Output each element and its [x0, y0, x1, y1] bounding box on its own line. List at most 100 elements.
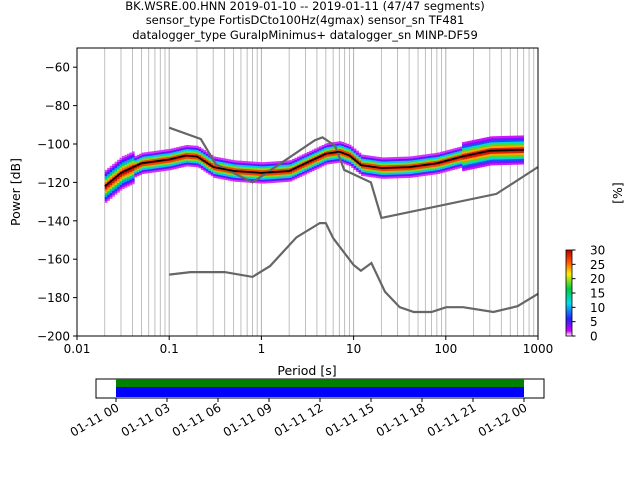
density-cell — [422, 169, 426, 173]
density-cell — [467, 160, 470, 163]
density-cell — [131, 160, 135, 164]
density-cell — [471, 140, 475, 143]
density-cell — [353, 154, 357, 157]
density-cell — [198, 146, 202, 150]
density-cell — [193, 145, 197, 148]
density-cell — [269, 177, 273, 180]
density-cell — [218, 170, 221, 174]
density-cell — [154, 152, 157, 156]
density-cell — [119, 161, 123, 164]
density-cell — [181, 163, 184, 166]
density-cell — [124, 179, 128, 183]
density-cell — [464, 145, 468, 148]
density-cell — [454, 161, 458, 164]
density-cell — [373, 175, 377, 178]
density-cell — [117, 188, 120, 191]
density-cell — [378, 174, 382, 177]
density-cell — [163, 153, 167, 156]
density-cell — [304, 172, 308, 175]
density-cell — [375, 164, 379, 167]
density-cell — [459, 148, 463, 151]
density-cell — [491, 142, 495, 145]
density-cell — [198, 162, 202, 165]
density-cell — [457, 164, 460, 167]
density-cell — [250, 165, 253, 168]
density-cell — [402, 168, 406, 171]
density-cell — [242, 172, 246, 175]
density-cell — [454, 163, 458, 166]
density-cell — [139, 169, 143, 172]
density-cell — [467, 150, 470, 153]
density-cell — [415, 159, 419, 162]
density-cell — [306, 153, 310, 157]
density-cell — [264, 179, 268, 182]
density-cell — [186, 158, 189, 161]
density-cell — [481, 155, 485, 158]
density-cell — [112, 188, 115, 191]
density-cell — [203, 157, 207, 160]
density-cell — [114, 161, 118, 164]
density-cell — [144, 152, 147, 155]
density-cell — [139, 153, 143, 156]
density-cell — [195, 151, 199, 154]
density-cell — [358, 169, 362, 173]
density-cell — [183, 162, 187, 165]
density-cell — [341, 141, 345, 145]
density-cell — [467, 156, 470, 159]
density-cell — [250, 176, 253, 180]
density-cell — [122, 165, 125, 168]
mean-psd-line — [104, 149, 524, 187]
plot-frame — [76, 47, 539, 337]
density-cell — [417, 157, 421, 160]
density-cell — [395, 156, 399, 160]
density-cell — [508, 147, 512, 150]
density-cell — [156, 163, 160, 167]
density-cell — [462, 167, 465, 170]
density-cell — [198, 158, 202, 161]
density-cell — [250, 174, 253, 178]
density-cell — [131, 176, 135, 179]
density-cell — [405, 175, 409, 179]
density-cell — [277, 161, 281, 164]
density-cell — [521, 139, 525, 142]
density-cell — [203, 150, 207, 153]
density-cell — [200, 150, 204, 153]
density-cell — [235, 179, 239, 182]
density-cell — [316, 158, 320, 162]
density-cell — [294, 159, 298, 162]
density-cell — [257, 179, 261, 182]
density-cell — [430, 157, 433, 160]
coverage-bar-top — [116, 379, 524, 387]
density-cell — [205, 167, 209, 170]
density-cell — [494, 153, 497, 156]
density-cell — [402, 164, 406, 167]
density-cell — [385, 157, 389, 160]
density-cell — [506, 145, 510, 148]
density-cell — [126, 155, 130, 158]
density-cell — [131, 151, 135, 154]
density-cell — [126, 178, 130, 181]
density-cell — [410, 158, 414, 161]
density-cell — [499, 136, 502, 139]
density-cell — [163, 149, 167, 152]
density-cell — [513, 143, 517, 146]
density-cell — [425, 154, 428, 157]
density-cell — [218, 172, 221, 175]
density-cell — [252, 173, 256, 176]
density-cell — [151, 151, 155, 154]
density-cell — [314, 165, 318, 168]
density-cell — [227, 166, 231, 170]
density-cell — [420, 156, 423, 160]
density-cell — [494, 155, 497, 158]
density-cell — [481, 164, 485, 168]
grid-lines — [76, 48, 535, 336]
density-cell — [311, 153, 315, 156]
density-cell — [326, 162, 330, 165]
density-cell — [139, 155, 143, 158]
density-cell — [395, 176, 399, 179]
density-cell — [437, 152, 441, 155]
timeline-tick-label: 01-11 00 — [68, 400, 122, 439]
density-cell — [518, 150, 522, 154]
density-cell — [333, 159, 337, 162]
density-cell — [296, 164, 300, 167]
